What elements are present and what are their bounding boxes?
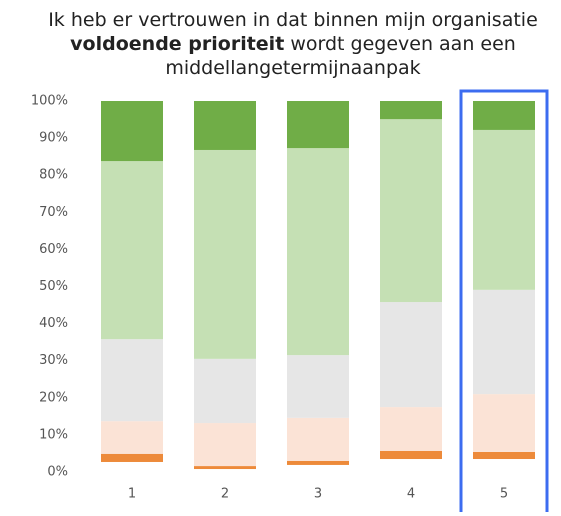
bar-segment	[380, 450, 442, 460]
y-tick-label: 20%	[39, 390, 68, 405]
bar-segment	[473, 101, 535, 130]
bar-segment	[194, 101, 256, 150]
bar-segment	[101, 339, 163, 422]
x-tick-label: 4	[407, 487, 415, 502]
x-tick-label: 2	[221, 487, 229, 502]
bar-segment	[287, 101, 349, 149]
chart-title: voldoende prioriteit wordt gegeven aan e…	[70, 33, 516, 55]
chart-title: middellangetermijnaanpak	[165, 57, 420, 79]
title-text: wordt gegeven aan een	[290, 33, 516, 55]
bar-segment	[380, 302, 442, 408]
bar-segment	[380, 119, 442, 303]
bar-segment	[194, 149, 256, 359]
x-tick-label: 5	[500, 487, 508, 502]
bar-segment	[473, 289, 535, 395]
y-tick-label: 0%	[47, 465, 68, 480]
bar-segment	[194, 423, 256, 467]
bar-segment	[473, 394, 535, 452]
y-tick-label: 80%	[39, 168, 68, 183]
y-tick-label: 40%	[39, 316, 68, 331]
title-bold: voldoende prioriteit	[70, 33, 284, 55]
x-tick-label: 1	[128, 487, 136, 502]
y-tick-label: 100%	[31, 94, 68, 109]
bar-segment	[101, 101, 163, 162]
bar-segment	[380, 101, 442, 120]
bar-segment	[287, 460, 349, 465]
bar-segment	[287, 417, 349, 461]
bar-segment	[101, 453, 163, 462]
bar-segment	[380, 407, 442, 451]
y-tick-label: 50%	[39, 279, 68, 294]
bar-segment	[287, 148, 349, 356]
y-tick-label: 30%	[39, 353, 68, 368]
bar-segment	[101, 421, 163, 454]
bar-segment	[287, 355, 349, 418]
bar-segment	[194, 469, 256, 472]
y-tick-label: 90%	[39, 131, 68, 146]
bar-segment	[380, 459, 442, 472]
y-tick-label: 70%	[39, 205, 68, 220]
bar-segment	[194, 466, 256, 470]
bar-segment	[194, 358, 256, 424]
y-tick-label: 10%	[39, 427, 68, 442]
highlight-box	[459, 89, 549, 516]
chart-title: Ik heb er vertrouwen in dat binnen mijn …	[48, 9, 538, 31]
bar-segment	[473, 459, 535, 472]
x-tick-label: 3	[314, 487, 322, 502]
bar-segment	[101, 461, 163, 472]
y-tick-label: 60%	[39, 242, 68, 257]
bar-segment	[473, 451, 535, 460]
bar-segment	[101, 161, 163, 340]
bar-segment	[287, 464, 349, 472]
bar-segment	[473, 129, 535, 290]
